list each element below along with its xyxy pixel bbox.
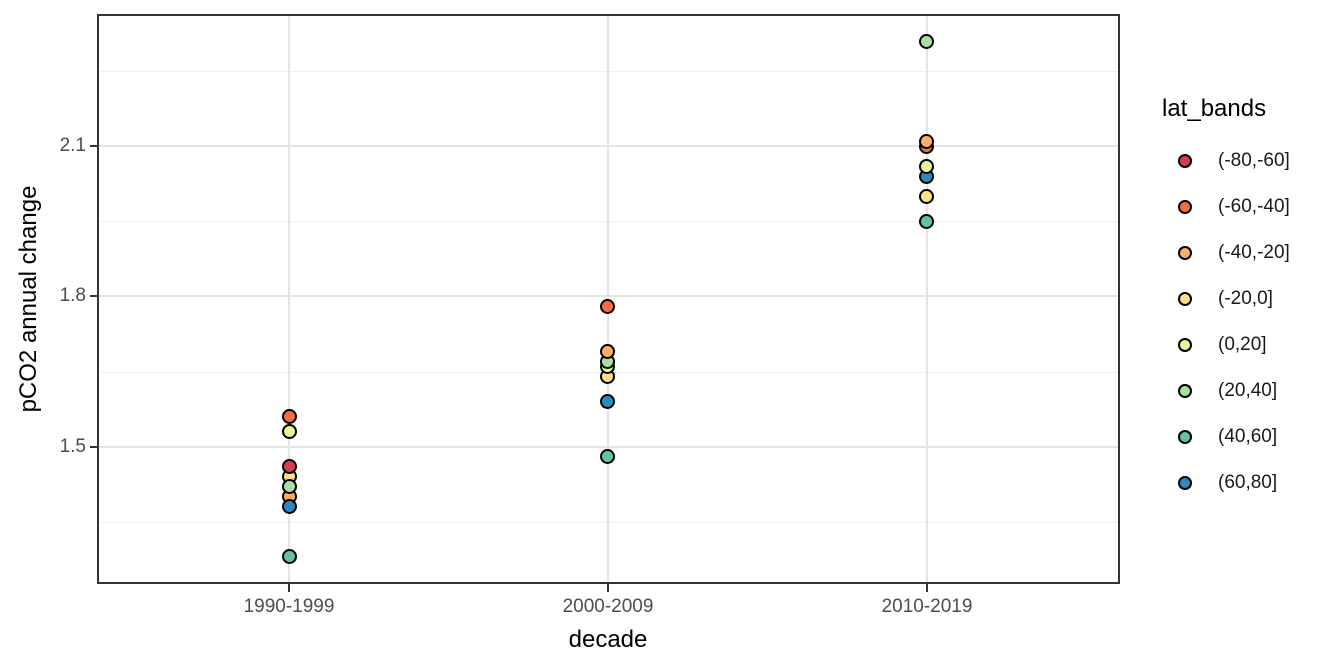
x-axis-title: decade xyxy=(568,626,648,653)
legend-item-label: (-40,-20] xyxy=(1218,242,1290,263)
legend-item-label: (-60,-40] xyxy=(1218,196,1290,217)
legend-key-circle-icon xyxy=(1178,292,1192,306)
legend-key-circle-icon xyxy=(1178,154,1192,168)
legend-item: (-40,-20] xyxy=(1156,230,1290,276)
legend-key-circle-icon xyxy=(1178,384,1192,398)
data-point-(60,80]-1990-1999 xyxy=(281,499,297,515)
legend-item: (-20,0] xyxy=(1156,276,1290,322)
legend-key-circle-icon xyxy=(1178,430,1192,444)
y-tick xyxy=(90,145,98,147)
x-tick xyxy=(926,584,928,592)
y-tick-label: 1.5 xyxy=(59,436,86,457)
data-point-(60,80]-2000-2009 xyxy=(600,394,616,410)
legend-item-label: (40,60] xyxy=(1218,426,1278,447)
data-point-(-60,-40]-2000-2009 xyxy=(600,299,616,314)
legend-item: (60,80] xyxy=(1156,460,1290,506)
legend-key-circle-icon xyxy=(1178,476,1192,490)
y-tick-label: 1.8 xyxy=(59,285,86,306)
legend-title: lat_bands xyxy=(1162,95,1267,122)
data-point-(-60,-40]-1990-1999 xyxy=(281,409,297,425)
data-point-(40,60]-2010-2019 xyxy=(919,213,935,229)
legend-item: (40,60] xyxy=(1156,414,1290,460)
legend-item: (20,40] xyxy=(1156,368,1290,414)
x-tick xyxy=(288,584,290,592)
data-point-(20,40]-1990-1999 xyxy=(281,479,297,495)
data-point-(-80,-60]-1990-1999 xyxy=(281,459,297,475)
legend-item: (0,20] xyxy=(1156,322,1290,368)
x-tick xyxy=(607,584,609,592)
legend-key-circle-icon xyxy=(1178,338,1192,352)
legend-item: (-60,-40] xyxy=(1156,184,1290,230)
legend-item-label: (60,80] xyxy=(1218,472,1278,493)
y-tick-label: 2.1 xyxy=(59,135,86,156)
y-tick xyxy=(90,446,98,448)
y-tick xyxy=(90,295,98,297)
gridline-vertical xyxy=(288,16,290,582)
legend-item-list: (-80,-60] (-60,-40] (-40,-20] (-20,0] (0,20]… xyxy=(1156,138,1290,506)
data-point-(40,60]-2000-2009 xyxy=(600,449,616,465)
gridline-vertical xyxy=(926,16,928,582)
x-tick-label: 2000-2009 xyxy=(562,596,654,617)
x-tick-label: 2010-2019 xyxy=(881,596,973,617)
x-tick-label: 1990-1999 xyxy=(243,596,335,617)
legend-item-label: (-80,-60] xyxy=(1218,150,1290,171)
data-point-(-40,-20]-2000-2009 xyxy=(600,344,616,360)
data-point-(0,20]-2010-2019 xyxy=(919,158,935,174)
legend-item: (-80,-60] xyxy=(1156,138,1290,184)
legend-key-circle-icon xyxy=(1178,200,1192,214)
data-point-(20,40]-2010-2019 xyxy=(919,33,935,49)
legend-item-label: (0,20] xyxy=(1218,334,1267,355)
data-point-(-20,0]-2010-2019 xyxy=(919,188,935,204)
legend-item-label: (20,40] xyxy=(1218,380,1278,401)
legend-item-label: (-20,0] xyxy=(1218,288,1273,309)
legend: lat_bands (-80,-60] (-60,-40] (-40,-20] (-2… xyxy=(1156,95,1290,506)
data-point-(40,60]-1990-1999 xyxy=(281,549,297,565)
data-point-(0,20]-1990-1999 xyxy=(281,424,297,440)
data-point-(-40,-20]-2010-2019 xyxy=(919,133,935,149)
legend-key-circle-icon xyxy=(1178,246,1192,260)
